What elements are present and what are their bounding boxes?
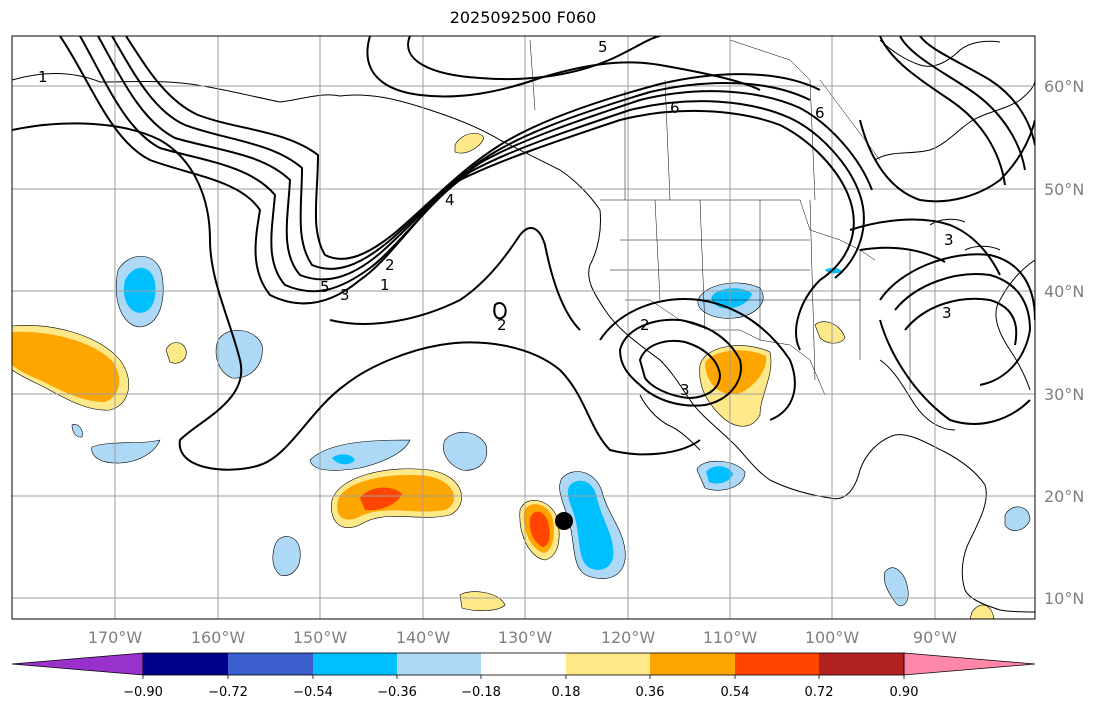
coastlines [12,39,1035,613]
negative-anomaly-patch [1004,506,1031,531]
positive-anomaly-patch [360,487,402,511]
colorbar-swatch [481,653,566,675]
colorbar-swatch [143,653,228,675]
map-area: 1 5 6 6 4 5 3 1 2 2 3 2 3 3 [12,36,1035,619]
positive-anomaly-patch [814,321,846,344]
contour-label: 3 [942,304,952,322]
lon-tick-label: 120°W [601,628,656,647]
negative-anomaly-patch [272,536,301,576]
contour-labels: 1 5 6 6 4 5 3 1 2 2 3 2 3 3 [38,38,954,399]
negative-anomaly-patch [711,288,752,309]
lat-tick-label: 50°N [1044,180,1084,199]
colorbar-swatch [819,653,904,675]
colorbar-swatch [397,653,481,675]
lon-tick-label: 170°W [88,628,143,647]
negative-anomaly-patch [332,454,355,465]
map-title: 2025092500 F060 [449,8,597,27]
colorbar-tick-label: −0.54 [293,685,333,700]
colorbar-tick-label: 0.90 [890,685,919,700]
colorbar-tick-label: −0.72 [208,685,248,700]
lat-tick-label: 60°N [1044,77,1084,96]
contour-label: 5 [598,38,608,56]
lon-tick-label: 160°W [191,628,246,647]
map-frame [11,35,1036,620]
contour-label: 1 [380,276,390,294]
colorbar-tick-label: −0.18 [461,685,501,700]
negative-anomaly-patch [567,480,614,570]
lon-tick-label: 110°W [703,628,758,647]
contour-label: 4 [445,191,455,209]
anomaly-shading [12,132,1031,619]
lon-tick-label: 150°W [293,628,348,647]
latitude-ticks: 60°N 50°N 40°N 30°N 20°N 10°N [1044,77,1084,608]
contour-label: 5 [320,278,330,296]
contour-label: 3 [944,231,954,249]
contour-label: 6 [815,104,825,122]
contour-label: 3 [680,381,690,399]
negative-anomaly-patch [91,439,161,464]
colorbar-tick-label: −0.90 [123,685,163,700]
storm-center-marker [555,512,573,530]
negative-anomaly-patch [123,267,156,313]
colorbar-swatch [735,653,819,675]
colorbar-tick-label: 0.54 [721,685,750,700]
colorbar-tick-label: −0.36 [377,685,417,700]
colorbar-extend-low [11,652,144,676]
negative-anomaly-patch [443,432,488,471]
positive-anomaly-patch [454,132,485,154]
contour-label: 2 [385,256,395,274]
colorbar-extend-high [903,652,1036,676]
lat-tick-label: 10°N [1044,589,1084,608]
colorbar-swatch [566,653,650,675]
lat-tick-label: 30°N [1044,385,1084,404]
colorbar-tick-label: 0.36 [636,685,665,700]
contour-label: 3 [340,286,350,304]
graticule [12,36,1035,619]
contour-label: 1 [38,68,48,86]
lon-tick-label: 130°W [498,628,553,647]
negative-anomaly-patch [309,439,411,471]
negative-anomaly-patch [706,466,733,484]
positive-anomaly-patch [459,591,506,611]
lon-tick-label: 140°W [396,628,451,647]
positive-anomaly-patch [165,342,187,364]
contour-label: 2 [640,316,650,334]
colorbar-tick-label: 0.18 [552,685,581,700]
positive-anomaly-patch [529,511,550,547]
longitude-ticks: 170°W 160°W 150°W 140°W 130°W 120°W 110°… [88,628,957,647]
lat-tick-label: 20°N [1044,487,1084,506]
lon-tick-label: 90°W [913,628,957,647]
lat-tick-label: 40°N [1044,282,1084,301]
contour-label: 2 [497,316,507,334]
contour-label: 6 [670,99,680,117]
positive-anomaly-patch [969,604,995,619]
positive-anomaly-patch [12,331,120,402]
height-contours [12,36,1035,471]
lon-tick-label: 100°W [805,628,860,647]
colorbar-swatch [650,653,735,675]
colorbar-swatch [228,653,313,675]
negative-anomaly-patch [883,567,909,606]
positive-anomaly-patch [705,350,767,395]
colorbar: −0.90 −0.72 −0.54 −0.36 −0.18 0.18 0.36 … [11,652,1036,700]
colorbar-swatch [313,653,397,675]
negative-anomaly-patch [71,424,83,438]
colorbar-tick-label: 0.72 [805,685,834,700]
